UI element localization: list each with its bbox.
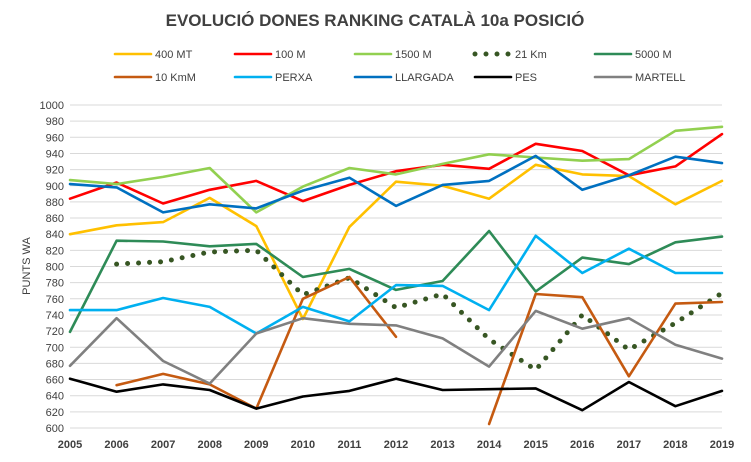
legend-label: 5000 M <box>635 49 672 61</box>
x-tick-label: 2015 <box>523 439 547 451</box>
legend-item: 1500 M <box>353 49 432 61</box>
legend-label: 10 KmM <box>155 72 196 84</box>
legend-label: 1500 M <box>395 49 432 61</box>
series-martell <box>68 309 724 385</box>
x-tick-label: 2012 <box>384 439 408 451</box>
y-tick-label: 680 <box>46 358 64 370</box>
y-tick-label: 860 <box>46 213 64 225</box>
x-tick-label: 2005 <box>58 439 82 451</box>
legend-label: PERXA <box>275 72 313 84</box>
series-pes <box>68 377 724 412</box>
series-21-km <box>114 247 725 373</box>
legend-label: 100 M <box>275 49 306 61</box>
legend-item: 5000 M <box>593 49 672 61</box>
y-tick-label: 960 <box>46 132 64 144</box>
series-5000-m <box>68 229 724 334</box>
y-tick-label: 940 <box>46 148 64 160</box>
chart-title: EVOLUCIÓ DONES RANKING CATALÀ 10a POSICI… <box>166 11 585 30</box>
series-line <box>68 163 724 321</box>
legend-label: 21 Km <box>515 49 547 61</box>
legend: 400 MT 100 M 1500 M 21 Km 5000 M 10 KmM PERXA L… <box>113 49 686 84</box>
y-tick-label: 700 <box>46 342 64 354</box>
y-tick-label: 900 <box>46 181 64 193</box>
series-line <box>68 377 724 412</box>
legend-label: PES <box>515 72 537 84</box>
legend-item: 400 MT <box>113 49 193 61</box>
series-line <box>68 234 724 335</box>
y-tick-label: 780 <box>46 278 64 290</box>
series-line <box>68 132 724 205</box>
x-tick-label: 2010 <box>291 439 315 451</box>
y-tick-label: 840 <box>46 229 64 241</box>
y-tick-label: 1000 <box>40 100 64 112</box>
series-line <box>487 292 724 426</box>
legend-item: PES <box>473 72 537 84</box>
legend-item: PERXA <box>233 72 313 84</box>
legend-item: 100 M <box>233 49 306 61</box>
x-tick-label: 2008 <box>197 439 221 451</box>
y-axis-label: PUNTS WA <box>21 237 33 295</box>
series-lines <box>68 125 725 426</box>
series-llargada <box>68 154 724 214</box>
legend-label: 400 MT <box>155 49 193 61</box>
series-line <box>68 125 724 214</box>
y-tick-label: 980 <box>46 116 64 128</box>
legend-item: 10 KmM <box>113 72 196 84</box>
x-tick-label: 2013 <box>430 439 454 451</box>
x-tick-label: 2007 <box>151 439 175 451</box>
y-tick-label: 800 <box>46 262 64 274</box>
series-line <box>68 154 724 214</box>
x-tick-label: 2011 <box>337 439 361 451</box>
legend-item: 21 Km <box>472 49 547 61</box>
legend-label: LLARGADA <box>395 72 454 84</box>
series-line <box>68 229 724 334</box>
series-perxa <box>68 234 724 335</box>
series-line <box>68 309 724 385</box>
series-line <box>114 247 725 373</box>
series-400-mt <box>68 163 724 321</box>
y-tick-label: 740 <box>46 310 64 322</box>
series-100-m <box>68 132 724 205</box>
y-tick-label: 760 <box>46 294 64 306</box>
x-tick-label: 2019 <box>710 439 734 451</box>
legend-item: LLARGADA <box>353 72 454 84</box>
y-tick-label: 600 <box>46 423 64 435</box>
legend-label: MARTELL <box>635 72 686 84</box>
y-tick-label: 640 <box>46 391 64 403</box>
x-tick-label: 2018 <box>663 439 687 451</box>
y-tick-label: 660 <box>46 375 64 387</box>
x-tick-label: 2006 <box>104 439 128 451</box>
x-tick-label: 2009 <box>244 439 268 451</box>
y-tick-label: 720 <box>46 326 64 338</box>
y-tick-label: 620 <box>46 407 64 419</box>
legend-item: MARTELL <box>593 72 686 84</box>
y-tick-label: 920 <box>46 165 64 177</box>
x-tick-label: 2014 <box>477 439 502 451</box>
x-tick-label: 2016 <box>570 439 594 451</box>
y-tick-label: 880 <box>46 197 64 209</box>
y-tick-label: 820 <box>46 245 64 257</box>
y-axis-ticks: 600 620 640 660 680 700 720 740 760 780 800 820 840 8… <box>40 100 64 435</box>
x-axis-ticks: 2005 2006 2007 2008 2009 2010 2011 2012 2013 2014… <box>58 439 734 451</box>
series-1500-m <box>68 125 724 214</box>
x-tick-label: 2017 <box>617 439 641 451</box>
